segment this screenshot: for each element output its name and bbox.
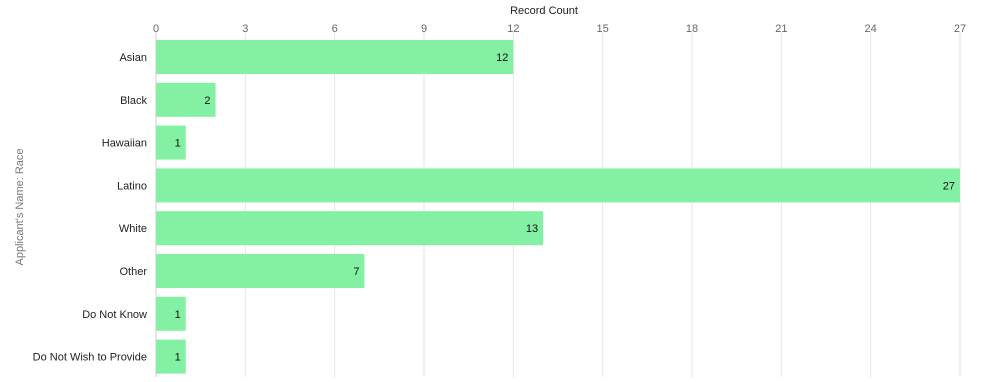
bar[interactable] [156,40,514,74]
category-label: Do Not Wish to Provide [33,352,147,364]
category-label: Latino [117,180,147,192]
data-label: 1 [175,352,181,364]
data-label: 13 [526,223,538,235]
x-tick-label: 0 [153,23,159,35]
x-tick-label: 15 [597,23,609,35]
category-label: Other [119,266,147,278]
data-label: 1 [175,309,181,321]
category-label: Black [120,95,147,107]
x-axis-title: Record Count [510,5,578,17]
x-tick-label: 18 [686,23,698,35]
bar[interactable] [156,125,186,160]
data-label: 1 [175,138,181,150]
data-label: 2 [204,95,210,107]
bar[interactable] [156,211,544,246]
bar[interactable] [156,296,186,331]
x-tick-label: 6 [332,23,338,35]
labels: 0 3 6 9 12 15 18 21 24 27 Asian 12 Black 2 Hawaiian 1 La… [33,23,966,364]
bar[interactable] [156,168,960,203]
data-label: 7 [353,266,359,278]
bars [156,40,960,374]
category-label: Asian [119,52,147,64]
category-label: Hawaiian [102,138,147,150]
data-label: 12 [496,52,508,64]
data-label: 27 [943,180,955,192]
x-tick-label: 3 [242,23,248,35]
bar[interactable] [156,82,216,117]
x-tick-label: 24 [865,23,877,35]
gridlines [155,32,961,377]
x-tick-label: 21 [775,23,787,35]
bar[interactable] [156,339,186,374]
y-axis-title: Applicant's Name: Race [14,148,26,265]
x-tick-label: 27 [954,23,966,35]
bar[interactable] [156,254,365,288]
x-tick-label: 9 [421,23,427,35]
category-label: Do Not Know [82,309,147,321]
x-tick-label: 12 [507,23,519,35]
category-label: White [119,223,147,235]
